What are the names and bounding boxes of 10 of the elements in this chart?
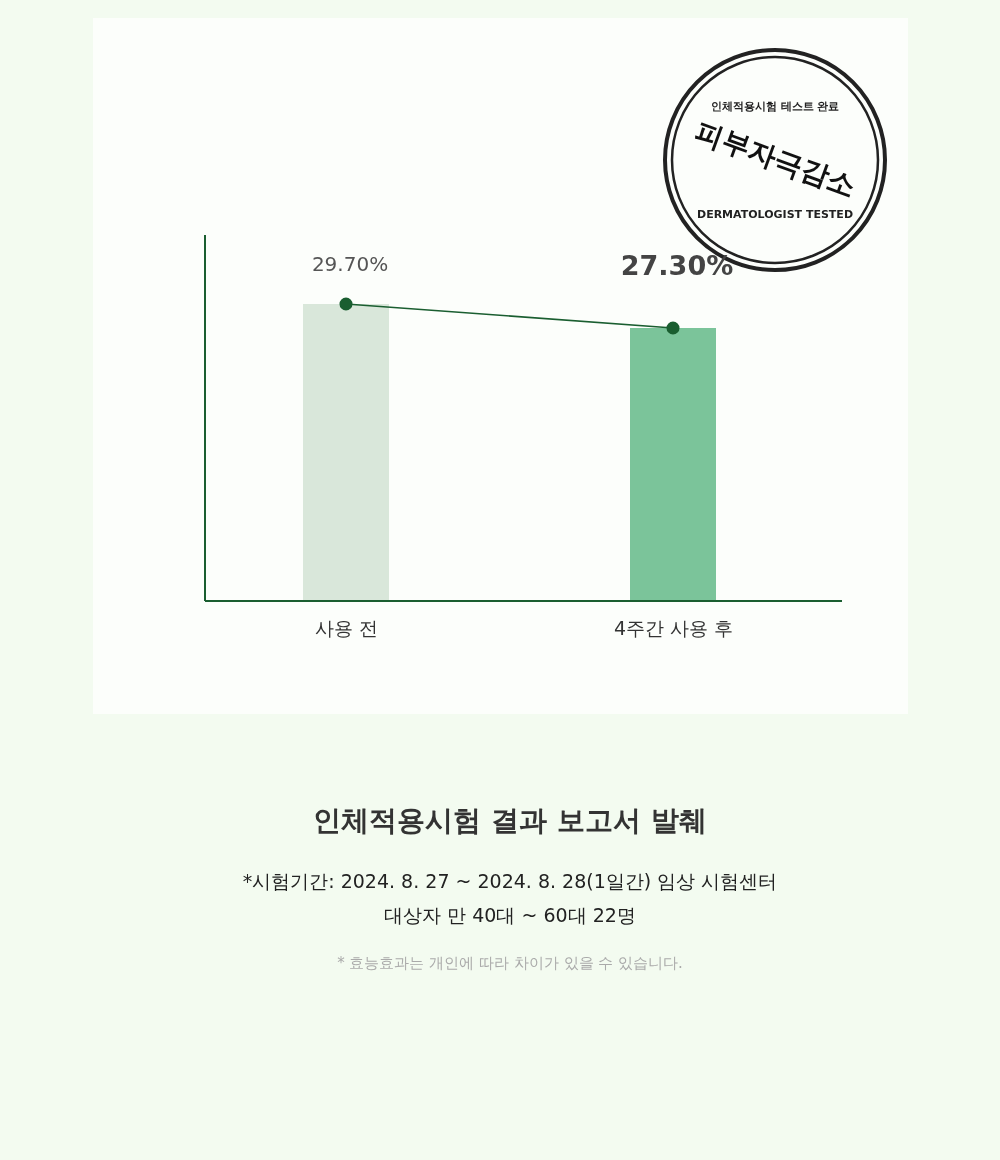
text: DERMATOLOGIST TESTED (696, 208, 854, 221)
text: 인체적용시험 테스트 완료 (710, 100, 840, 113)
text: 인체적용시험 결과 보고서 발췌 (313, 804, 707, 837)
text: 대상자 만 40대 ~ 60대 22명 (384, 904, 636, 926)
data-label: 29.70% (311, 252, 389, 276)
x-tick-label: 사용 전 (314, 616, 379, 639)
text: * 효능효과는 개인에 따라 차이가 있을 수 있습니다. (337, 954, 683, 972)
data-label: 27.30% (620, 250, 734, 281)
x-tick-label: 4주간 사용 후 (613, 616, 734, 639)
text: *시험기간: 2024. 8. 27 ~ 2024. 8. 28(1일간) 임상 시험센터 (242, 870, 778, 892)
